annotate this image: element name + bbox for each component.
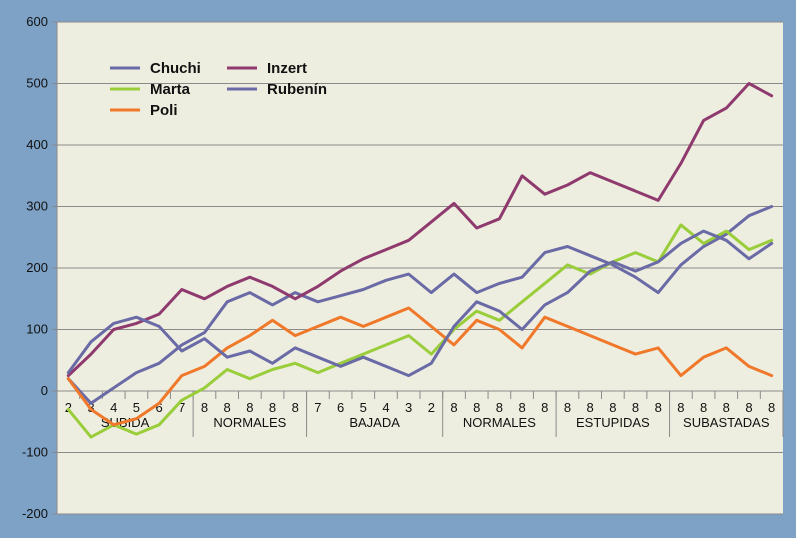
x-tick-label: 8: [655, 400, 662, 415]
x-tick-label: 8: [587, 400, 594, 415]
x-tick-label: 7: [314, 400, 321, 415]
y-tick-label: 600: [26, 14, 48, 29]
group-label: NORMALES: [463, 415, 536, 430]
y-tick-label: 400: [26, 137, 48, 152]
x-tick-label: 3: [405, 400, 412, 415]
series-line-chuchi: [66, 205, 774, 405]
x-tick-label: 8: [292, 400, 299, 415]
x-tick-label: 6: [337, 400, 344, 415]
y-tick-label: 500: [26, 76, 48, 91]
x-tick-label: 4: [382, 400, 389, 415]
x-tick-label: 8: [745, 400, 752, 415]
series-line-marta: [66, 223, 774, 439]
legend-label: Marta: [150, 81, 191, 98]
x-tick-label: 8: [632, 400, 639, 415]
legend-label: Chuchi: [150, 60, 201, 77]
x-tick-label: 4: [110, 400, 117, 415]
x-tick-label: 8: [518, 400, 525, 415]
y-tick-label: 300: [26, 199, 48, 214]
x-tick-label: 5: [133, 400, 140, 415]
x-tick-label: 8: [700, 400, 707, 415]
x-tick-label: 8: [450, 400, 457, 415]
x-tick-label: 7: [178, 400, 185, 415]
x-tick-label: 8: [224, 400, 231, 415]
x-tick-label: 8: [564, 400, 571, 415]
x-tick-label: 5: [360, 400, 367, 415]
y-tick-label: 200: [26, 260, 48, 275]
legend-label: Inzert: [267, 60, 307, 77]
series-line-poli: [66, 306, 774, 427]
y-tick-label: 100: [26, 322, 48, 337]
x-tick-label: 2: [428, 400, 435, 415]
group-label: BAJADA: [349, 415, 400, 430]
group-label: SUBASTADAS: [683, 415, 770, 430]
y-tick-label: 0: [41, 383, 48, 398]
legend-label: Poli: [150, 102, 178, 119]
group-label: ESTUPIDAS: [576, 415, 650, 430]
x-tick-label: 8: [269, 400, 276, 415]
series-line-rubenín: [66, 229, 774, 378]
x-tick-label: 8: [496, 400, 503, 415]
x-tick-label: 6: [155, 400, 162, 415]
legend-label: Rubenín: [267, 81, 327, 98]
x-tick-label: 8: [723, 400, 730, 415]
x-tick-label: 2: [65, 400, 72, 415]
y-tick-label: -200: [22, 506, 48, 521]
series-line-inzert: [66, 82, 774, 378]
x-tick-label: 8: [609, 400, 616, 415]
x-tick-label: 8: [541, 400, 548, 415]
x-tick-label: 8: [473, 400, 480, 415]
group-label: NORMALES: [213, 415, 286, 430]
x-tick-label: 8: [768, 400, 775, 415]
x-tick-label: 8: [246, 400, 253, 415]
y-tick-label: -100: [22, 445, 48, 460]
x-tick-label: 8: [201, 400, 208, 415]
x-tick-label: 8: [677, 400, 684, 415]
